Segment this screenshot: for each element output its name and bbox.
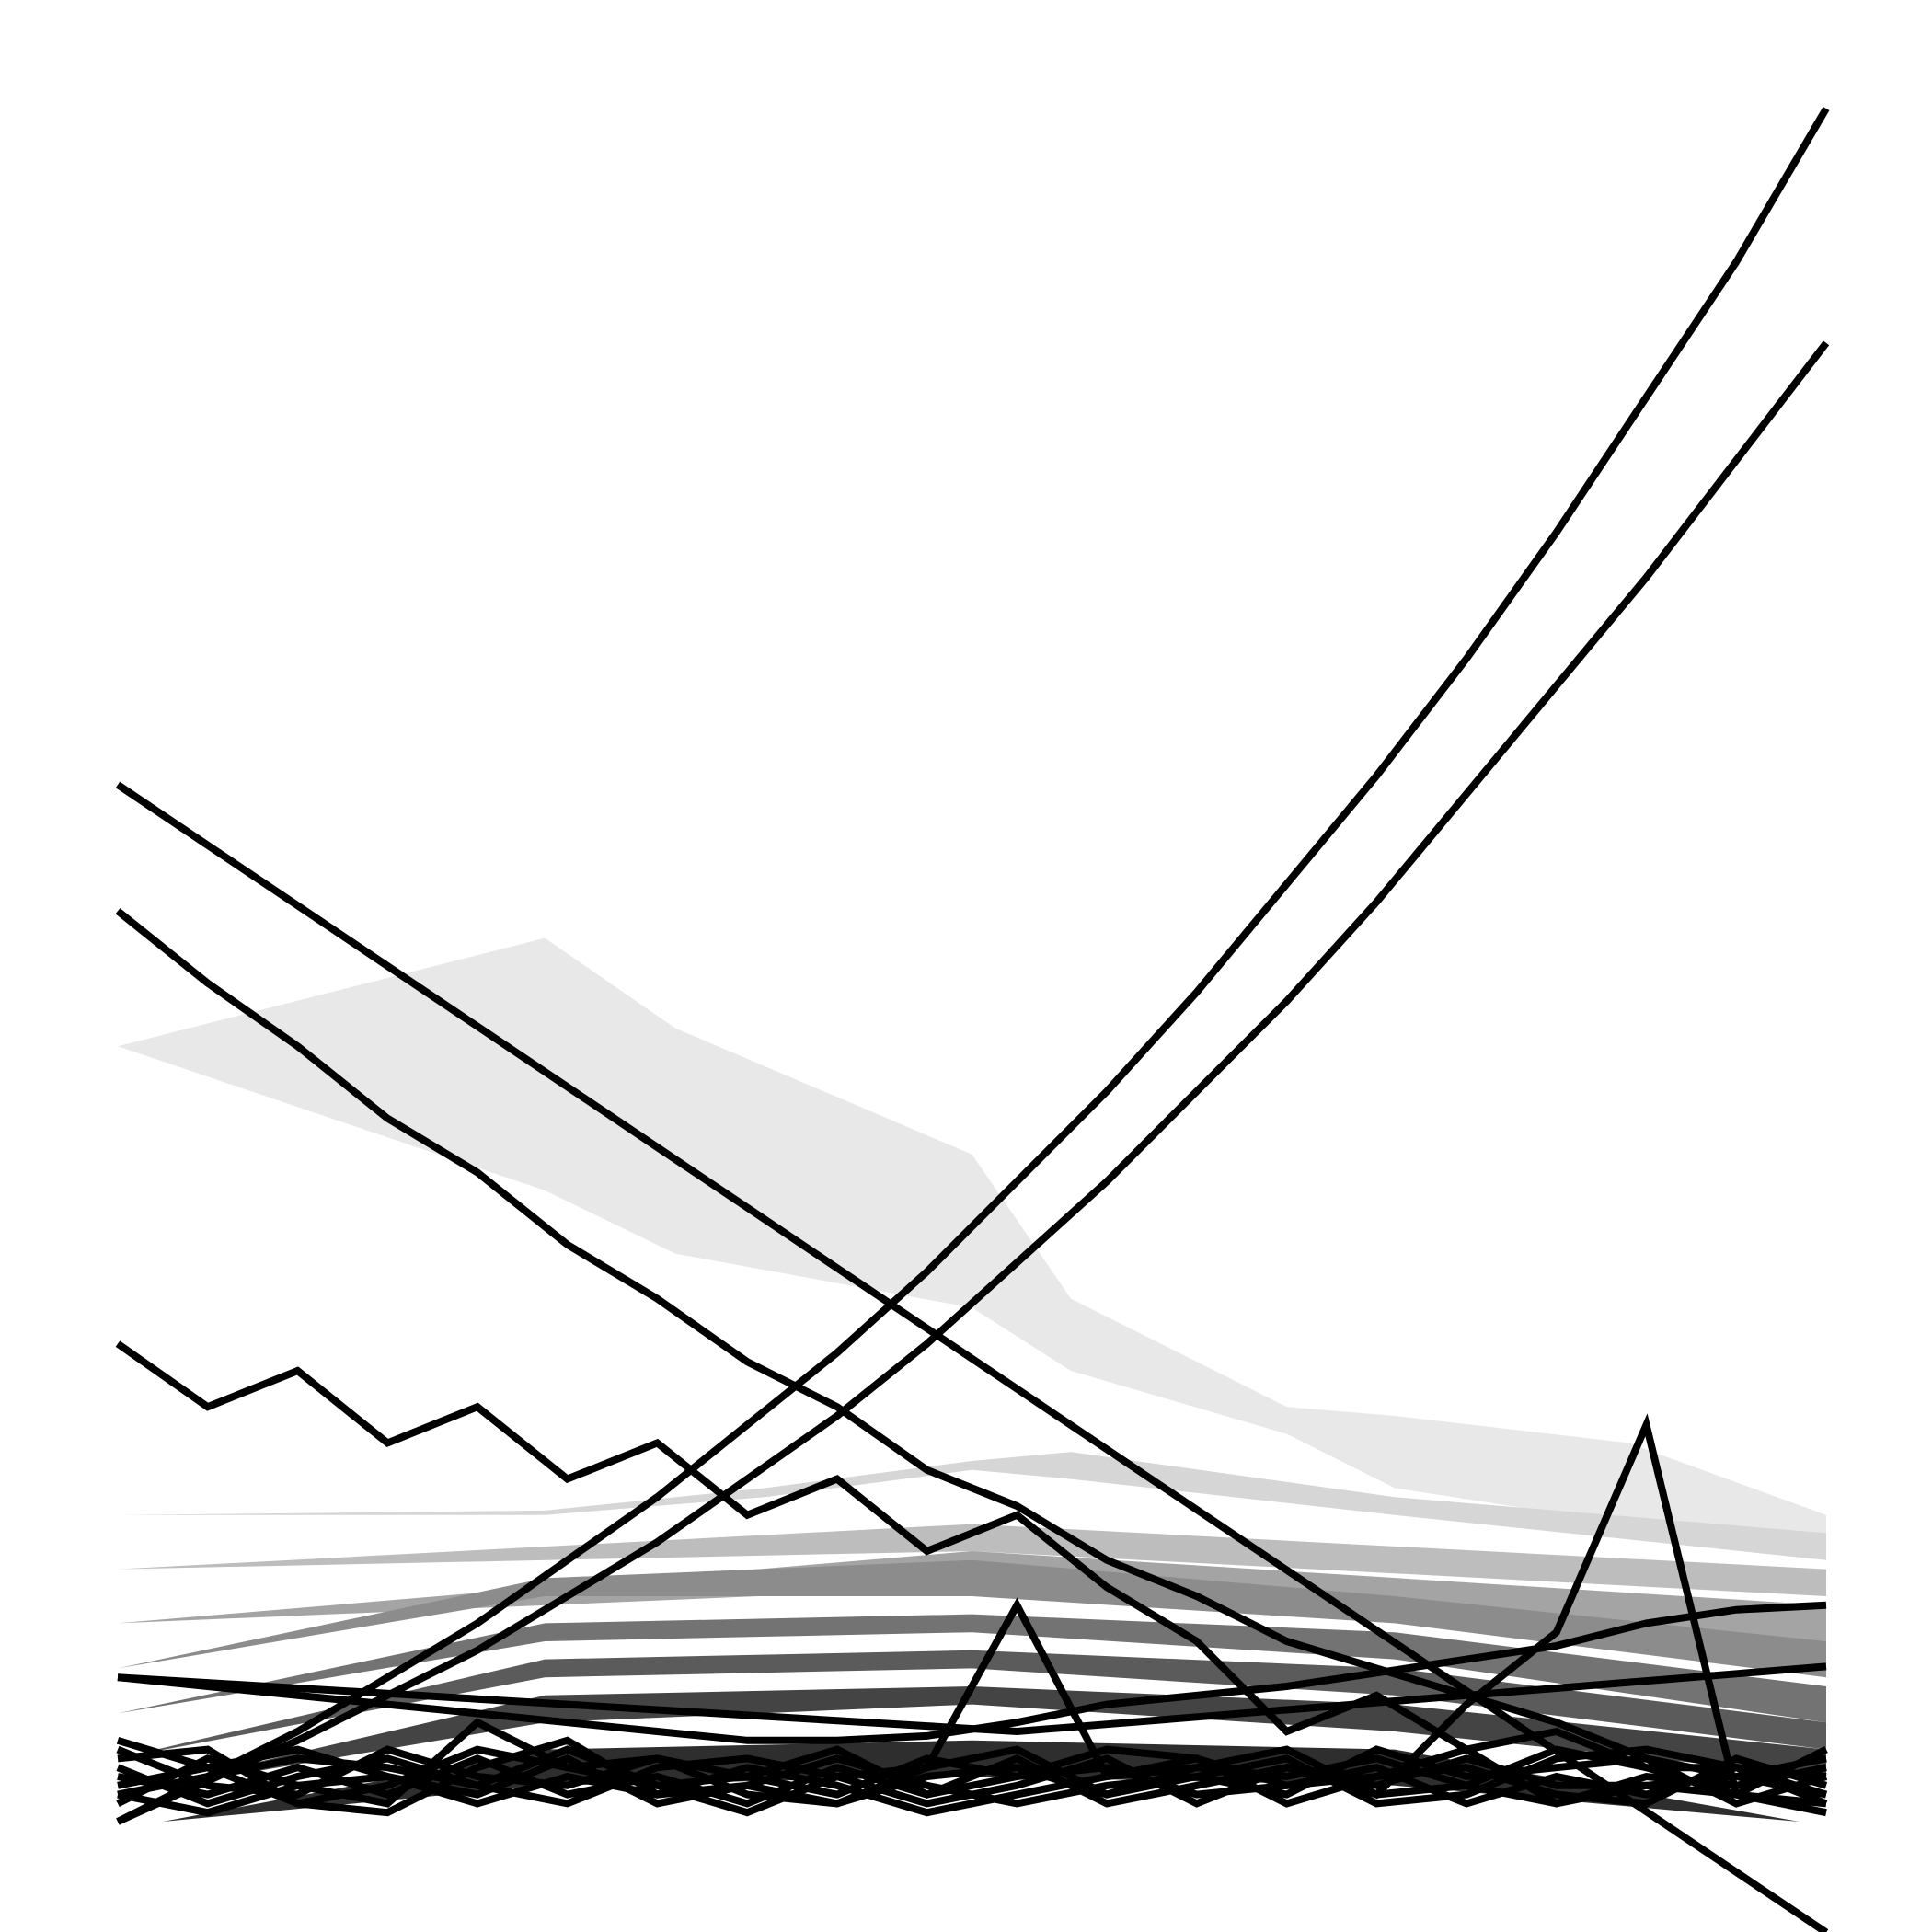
- series-line-11: [117, 1754, 1827, 1808]
- band-2: [118, 1452, 1826, 1560]
- series-line-5: [115, 1340, 1827, 1780]
- band-3: [118, 1524, 1826, 1596]
- band-1: [118, 937, 1826, 1551]
- series-line-1: [116, 106, 1830, 1825]
- series-line-2: [116, 340, 1830, 1825]
- series-line-16: [117, 1745, 1828, 1808]
- series-line-14: [116, 1754, 1827, 1808]
- series-line-9: [116, 1736, 1827, 1817]
- band-8: [118, 1686, 1826, 1795]
- series-line-3: [115, 781, 1829, 1932]
- series-line-4: [115, 908, 1827, 1799]
- lines-layer: [115, 106, 1830, 1932]
- series-line-15: [117, 1745, 1828, 1808]
- band-5: [118, 1559, 1826, 1678]
